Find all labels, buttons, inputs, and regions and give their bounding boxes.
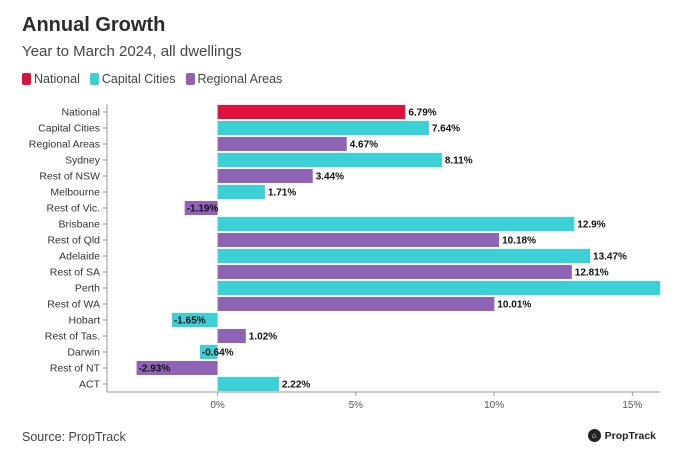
- category-label-darwin: Darwin: [67, 347, 100, 359]
- x-tick-label-1: 5%: [349, 400, 364, 411]
- bar-rest-of-sa: [217, 264, 572, 280]
- legend: National Capital Cities Regional Areas: [22, 72, 282, 86]
- value-label-hobart: -1.65%: [174, 316, 206, 327]
- bar-sydney: [217, 152, 442, 168]
- bar-hobart: [171, 312, 218, 328]
- legend-item-capital-cities: Capital Cities: [89, 72, 176, 86]
- bar-rest-of-vic: [184, 200, 218, 216]
- bar-darwin: [199, 344, 218, 360]
- value-label-national: 6.79%: [408, 108, 436, 119]
- category-label-national: National: [61, 107, 100, 119]
- value-label-rest-of-tas: 1.02%: [249, 332, 277, 343]
- legend-swatch-regional-areas: [185, 73, 195, 85]
- x-tick-label-3: 15%: [622, 400, 642, 411]
- house-icon: ⌂: [587, 429, 601, 442]
- category-label-brisbane: Brisbane: [59, 219, 101, 231]
- category-label-melbourne: Melbourne: [50, 187, 100, 199]
- bar-melbourne: [217, 184, 265, 200]
- category-label-rest-of-nsw: Rest of NSW: [39, 171, 100, 183]
- proptrack-logo: ⌂ PropTrack: [587, 429, 656, 442]
- legend-label-national: National: [34, 72, 80, 86]
- source-note: Source: PropTrack: [22, 430, 126, 444]
- value-label-rest-of-wa: 10.01%: [497, 300, 531, 311]
- category-label-hobart: Hobart: [68, 315, 100, 327]
- category-label-adelaide: Adelaide: [59, 251, 100, 263]
- value-label-brisbane: 12.9%: [577, 220, 605, 231]
- bar-rest-of-nsw: [217, 168, 313, 184]
- legend-item-regional-areas: Regional Areas: [185, 72, 283, 86]
- value-label-rest-of-nt: -2.93%: [139, 364, 171, 375]
- category-label-rest-of-qld: Rest of Qld: [47, 235, 100, 247]
- category-label-rest-of-tas: Rest of Tas.: [45, 331, 100, 343]
- bar-perth: [217, 280, 660, 296]
- legend-label-regional-areas: Regional Areas: [197, 72, 283, 86]
- bar-rest-of-tas: [217, 328, 246, 344]
- legend-swatch-capital-cities: [89, 73, 99, 85]
- chart-subtitle: Year to March 2024, all dwellings: [22, 43, 242, 60]
- bar-act: [217, 376, 279, 392]
- value-label-melbourne: 1.71%: [268, 188, 296, 199]
- value-label-sydney: 8.11%: [445, 156, 473, 167]
- category-label-capital-cities: Capital Cities: [38, 123, 100, 135]
- value-label-adelaide: 13.47%: [593, 252, 627, 263]
- bar-rest-of-nt: [136, 360, 218, 376]
- category-label-rest-of-sa: Rest of SA: [50, 267, 100, 279]
- category-label-act: ACT: [79, 379, 101, 391]
- value-label-darwin: -0.64%: [202, 348, 234, 359]
- category-label-sydney: Sydney: [65, 155, 101, 167]
- legend-item-national: National: [22, 72, 80, 86]
- value-label-act: 2.22%: [282, 380, 310, 391]
- bar-rest-of-wa: [217, 296, 495, 312]
- chart-title: Annual Growth: [22, 14, 166, 36]
- legend-label-capital-cities: Capital Cities: [101, 72, 176, 86]
- legend-swatch-national: [22, 73, 31, 85]
- category-label-rest-of-nt: Rest of NT: [50, 363, 101, 375]
- value-label-capital-cities: 7.64%: [432, 124, 460, 135]
- bar-regional-areas: [217, 136, 347, 152]
- bar-rest-of-qld: [217, 232, 500, 248]
- bar-adelaide: [217, 248, 591, 264]
- bar-national: [217, 104, 406, 120]
- category-label-perth: Perth: [75, 283, 100, 295]
- x-tick-label-0: 0%: [210, 400, 225, 411]
- value-label-rest-of-vic: -1.19%: [187, 204, 219, 215]
- x-tick-label-2: 10%: [484, 400, 504, 411]
- bar-brisbane: [217, 216, 575, 232]
- value-label-rest-of-nsw: 3.44%: [316, 172, 344, 183]
- category-label-regional-areas: Regional Areas: [29, 139, 100, 151]
- value-label-rest-of-qld: 10.18%: [502, 236, 536, 247]
- value-label-rest-of-sa: 12.81%: [575, 268, 609, 279]
- category-label-rest-of-wa: Rest of WA: [47, 299, 100, 311]
- logo-text: PropTrack: [604, 429, 656, 442]
- category-label-rest-of-vic: Rest of Vic.: [47, 203, 101, 215]
- value-label-regional-areas: 4.67%: [350, 140, 378, 151]
- bar-capital-cities: [217, 120, 429, 136]
